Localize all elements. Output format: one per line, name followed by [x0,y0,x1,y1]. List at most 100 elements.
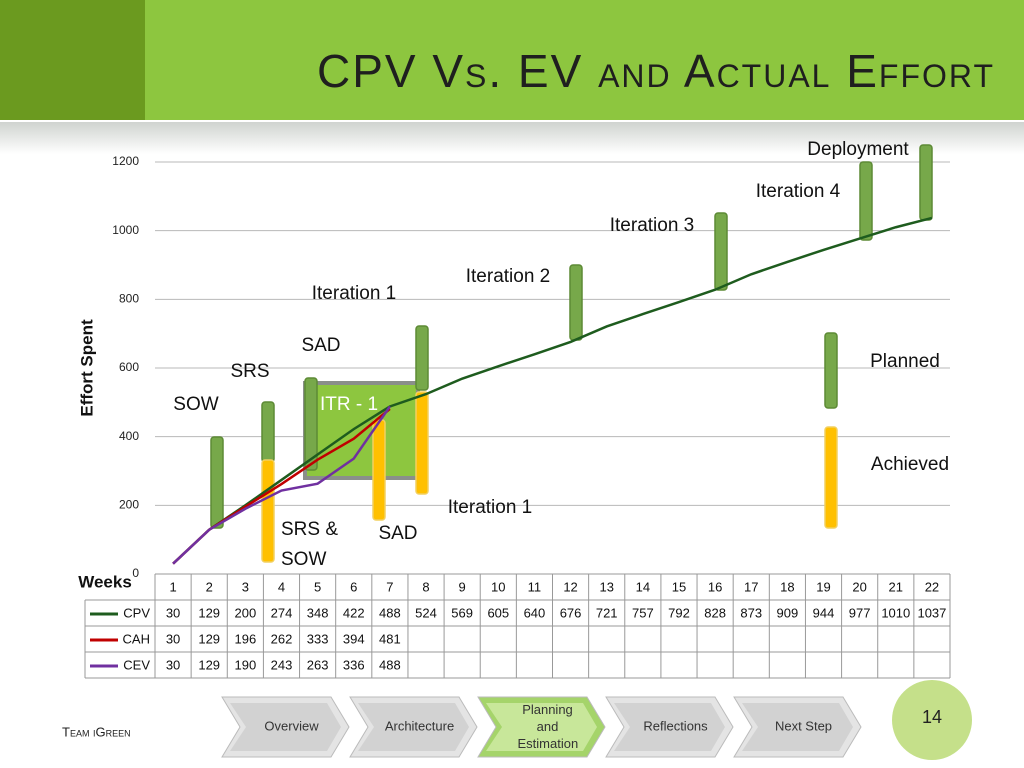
table-value: 792 [668,605,690,620]
annotation: SRS & SOW [281,519,339,570]
table-value: 129 [198,657,220,672]
table-value: 721 [596,605,618,620]
table-value: 196 [234,631,256,646]
table-value: 30 [166,605,180,620]
nav-label[interactable]: Overview [264,718,319,733]
milestone-marker [261,401,275,463]
y-tick-label: 1200 [112,154,139,168]
x-tick-label: 19 [816,579,830,594]
table-value: 569 [451,605,473,620]
nav-chevron-inner [230,703,341,751]
legend-label: CPV [123,605,150,620]
milestone-marker [210,436,224,529]
x-tick-label: 14 [636,579,650,594]
table-value: 263 [307,657,329,672]
table-value: 262 [271,631,293,646]
x-tick-label: 1 [169,579,176,594]
annotation: Deployment [807,139,909,160]
table-value: 977 [849,605,871,620]
table-value: 190 [234,657,256,672]
header-band [0,0,1024,120]
nav-chevron-inner [742,703,853,751]
page-number: 14 [922,707,942,727]
x-tick-label: 21 [889,579,903,594]
table-value: 909 [777,605,799,620]
table-value: 524 [415,605,437,620]
x-tick-label: 6 [350,579,357,594]
y-tick-label: 200 [119,498,139,512]
table-value: 757 [632,605,654,620]
series-line [172,216,933,565]
table-value: 333 [307,631,329,646]
footer: Team iGreen [62,724,131,739]
x-tick-label: 10 [491,579,505,594]
page-circle [892,680,972,760]
table-value: 488 [379,657,401,672]
header-square [0,0,145,120]
nav-box: Planning and Estimation [517,702,579,751]
table-value: 394 [343,631,365,646]
nav-label[interactable]: Architecture [385,718,454,733]
table-value: 30 [166,631,180,646]
nav-chevron-inner [486,703,597,751]
milestone-marker [714,212,728,291]
nav-chevron-inner [614,703,725,751]
milestone-marker [569,264,583,341]
x-tick-label: 9 [459,579,466,594]
x-tick-label: 7 [386,579,393,594]
x-tick-label: 3 [242,579,249,594]
y-axis-label: Effort Spent [77,319,96,417]
table-value: 30 [166,657,180,672]
y-tick-label: 1000 [112,223,139,237]
x-tick-label: 5 [314,579,321,594]
x-tick-label: 4 [278,579,285,594]
table-value: 129 [198,631,220,646]
annotation: Iteration 1 [448,497,533,518]
x-tick-label: 11 [528,579,542,594]
annotation: Iteration 1 [312,283,397,304]
table-value: 129 [198,605,220,620]
table-value: 640 [524,605,546,620]
x-tick-label: 22 [925,579,939,594]
header-strip [0,122,1024,154]
annotation: SAD [301,335,340,356]
annotation: SOW [173,394,218,415]
table-value: 488 [379,605,401,620]
x-tick-label: 18 [780,579,794,594]
x-tick-label: 13 [599,579,613,594]
y-tick-label: 800 [119,292,139,306]
nav-chevron-inner [358,703,469,751]
annotation: Iteration 2 [466,266,551,287]
table-value: 243 [271,657,293,672]
nav-label[interactable]: Reflections [643,718,708,733]
table-value: 481 [379,631,401,646]
y-tick-label: 400 [119,429,139,443]
x-tick-label: 20 [852,579,866,594]
table-value: 873 [740,605,762,620]
nav-label[interactable]: Planning and Estimation [517,702,579,751]
x-axis-label: Weeks [78,572,132,591]
table-value: 336 [343,657,365,672]
milestone-marker [261,459,275,563]
annotation: SRS [230,361,269,382]
x-tick-label: 12 [563,579,577,594]
legend-label: CEV [123,657,150,672]
table-value: 605 [487,605,509,620]
x-tick-label: 15 [672,579,686,594]
milestone-marker [824,332,838,409]
legend-label: Planned [870,351,940,372]
milestone-marker [304,377,318,471]
table-value: 676 [560,605,582,620]
nav-label[interactable]: Next Step [775,718,832,733]
table-value: 348 [307,605,329,620]
table-value: 422 [343,605,365,620]
x-tick-label: 8 [422,579,429,594]
annotation: Iteration 4 [756,181,841,202]
y-tick-label: 600 [119,360,139,374]
y-tick-label: 0 [132,566,139,580]
table-value: 200 [234,605,256,620]
series-line [172,405,391,565]
milestone-marker [919,144,933,221]
